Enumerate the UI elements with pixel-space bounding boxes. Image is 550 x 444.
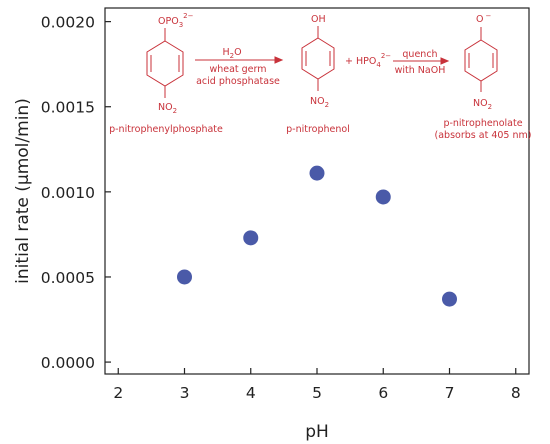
reactant-phosphate-label: OPO32−	[158, 12, 194, 29]
reaction-scheme-labels: OPO32− NO2 p-nitrophenylphosphate H2O wh…	[109, 12, 531, 141]
byproduct-label: + HPO42−	[345, 52, 391, 69]
arrow2-reagent-line2: with NaOH	[395, 65, 446, 76]
x-tick-label: 5	[312, 384, 322, 402]
final-oxide-label: O −	[476, 12, 491, 25]
reaction-arrow-2-head	[440, 57, 450, 65]
product-name: p-nitrophenol	[286, 124, 350, 135]
reactant-name: p-nitrophenylphosphate	[109, 124, 223, 135]
arrow1-catalyst-line2: acid phosphatase	[196, 76, 280, 87]
arrow1-catalyst-line1: wheat germ	[209, 64, 266, 75]
y-axis: 0.0000 0.0005 0.0010 0.0015 0.0020	[41, 14, 111, 372]
y-axis-title: initial rate (µmol/min)	[13, 98, 33, 284]
y-tick-label: 0.0005	[41, 269, 95, 287]
y-tick-label: 0.0000	[41, 354, 95, 372]
x-axis: 2 3 4 5 6 7 8	[113, 368, 521, 402]
data-point	[375, 189, 391, 205]
product-nitro-label: NO2	[310, 96, 329, 109]
data-point	[177, 269, 192, 285]
final-benzene-ring	[464, 27, 498, 92]
reactant-benzene-ring	[146, 28, 184, 98]
x-tick-label: 2	[113, 384, 123, 402]
reaction-arrow-1-head	[274, 56, 284, 64]
x-tick-label: 3	[180, 384, 190, 402]
y-tick-label: 0.0020	[41, 14, 95, 32]
reaction-scheme	[146, 26, 498, 98]
data-point	[243, 230, 259, 246]
final-absorbance-note: (absorbs at 405 nm)	[435, 130, 532, 141]
data-points	[177, 165, 457, 307]
arrow2-reagent-line1: quench	[402, 49, 437, 60]
final-nitro-label: NO2	[473, 98, 492, 111]
product-benzene-ring	[301, 26, 335, 91]
x-tick-label: 4	[246, 384, 256, 402]
data-point	[442, 291, 457, 307]
arrow1-reagent: H2O	[222, 47, 241, 60]
x-tick-label: 6	[378, 384, 388, 402]
product-hydroxyl-label: OH	[311, 14, 326, 25]
x-tick-label: 7	[445, 384, 455, 402]
final-name: p-nitrophenolate	[443, 118, 522, 129]
x-axis-title: pH	[305, 422, 329, 442]
y-tick-label: 0.0010	[41, 184, 95, 202]
y-tick-label: 0.0015	[41, 99, 95, 117]
data-point	[309, 165, 325, 181]
reactant-nitro-label: NO2	[158, 102, 177, 115]
x-tick-label: 8	[511, 384, 521, 402]
